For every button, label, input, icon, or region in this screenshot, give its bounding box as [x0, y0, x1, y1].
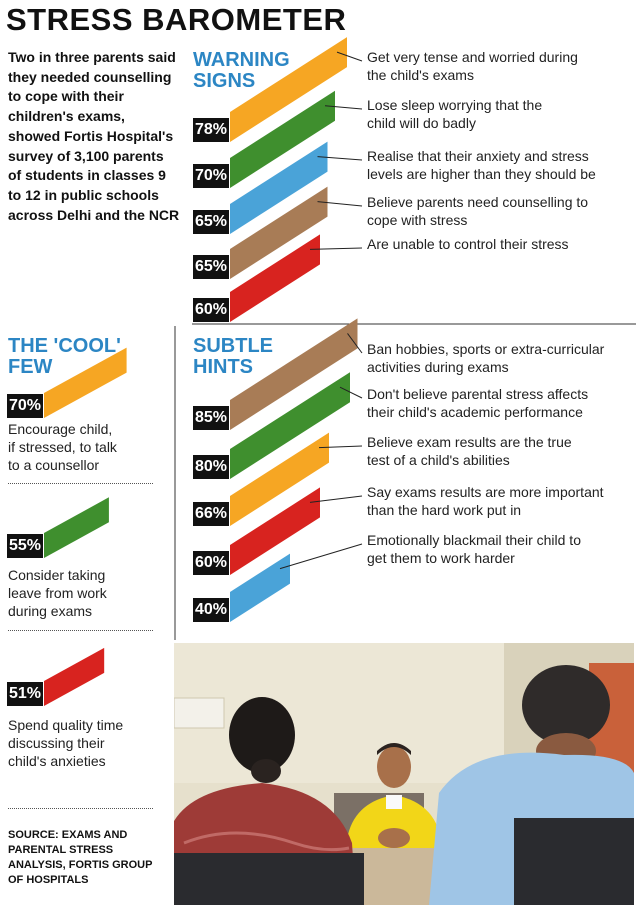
subtle-heading-line-1: SUBTLE	[193, 335, 273, 357]
hints-label: Emotionally blackmail their child to get …	[367, 531, 581, 567]
cool-label-line: Consider taking	[8, 567, 106, 583]
hints-value-badge: 85%	[193, 406, 229, 430]
page-title: STRESS BAROMETER	[6, 2, 347, 37]
warning-label-line: Lose sleep worrying that the	[367, 97, 543, 113]
cool-label-line: during exams	[8, 603, 93, 619]
hints-label: Don't believe parental stress affects the…	[367, 385, 588, 421]
hints-label-line: Ban hobbies, sports or extra-curricular	[367, 341, 605, 357]
warning-label-line: Get very tense and worried during	[367, 49, 578, 65]
cool-label-line: leave from work	[8, 585, 107, 601]
cool-bar	[44, 497, 109, 558]
warning-label-line: Realise that their anxiety and stress	[367, 148, 589, 164]
hints-label-line: Believe exam results are the true	[367, 434, 572, 450]
hints-label-line: their child's academic performance	[367, 404, 583, 420]
warning-heading-line-2: SIGNS	[193, 70, 256, 92]
cool-label-line: Spend quality time	[8, 717, 124, 733]
warning-bar	[230, 37, 347, 143]
intro-text: Two in three parents said they needed co…	[8, 49, 180, 223]
warning-connector-line	[317, 156, 363, 161]
warning-bar	[230, 141, 328, 234]
cool-label: Encourage child, if stressed, to talk to a…	[8, 420, 148, 474]
cool-value-badge: 51%	[7, 682, 43, 706]
hints-value-badge: 80%	[193, 455, 229, 479]
counselling-photo	[174, 643, 634, 905]
hints-label-line: Emotionally blackmail their child to	[367, 532, 581, 548]
source-note: SOURCE: EXAMS AND PARENTAL STRESS ANALYS…	[8, 829, 153, 886]
cool-heading-line-1: THE 'COOL'	[8, 335, 121, 357]
cool-label-line: discussing their	[8, 735, 105, 751]
cool-bar	[44, 347, 127, 418]
hints-label: Believe exam results are the true test of…	[367, 433, 572, 469]
hints-label-line: than the hard work put in	[367, 502, 522, 518]
warning-label: Believe parents need counselling to cope …	[367, 193, 588, 229]
cool-divider-1	[8, 483, 153, 484]
warning-value-badge: 78%	[193, 118, 229, 142]
hints-label-line: get them to work harder	[367, 550, 515, 566]
warning-label-line: Are unable to control their stress	[367, 236, 569, 252]
hints-connector-line	[318, 445, 363, 449]
cool-label: Consider taking leave from work during exa…	[8, 566, 148, 620]
warning-connector-line	[336, 51, 363, 62]
hints-label: Ban hobbies, sports or extra-curricular a…	[367, 340, 604, 376]
cool-few-heading: THE 'COOL' FEW	[8, 336, 121, 378]
counselling-photo-illustration	[174, 643, 634, 905]
warning-label-line: cope with stress	[367, 212, 468, 228]
cool-label-line: child's anxieties	[8, 753, 106, 769]
cool-divider-3	[8, 808, 153, 809]
cool-label-line: Encourage child,	[8, 421, 113, 437]
warning-connector-line	[324, 105, 363, 110]
hints-value-badge: 66%	[193, 502, 229, 526]
hints-bar	[230, 487, 320, 575]
hints-connector-line	[339, 386, 363, 399]
cool-value-badge: 55%	[7, 534, 43, 558]
subtle-hints-heading: SUBTLE HINTS	[193, 336, 273, 378]
warning-heading-line-1: WARNING	[193, 49, 290, 71]
warning-value-badge: 65%	[193, 255, 229, 279]
warning-signs-heading: WARNING SIGNS	[193, 50, 290, 92]
warning-connector-line	[317, 201, 363, 207]
cool-divider-2	[8, 630, 153, 631]
hints-bar	[230, 372, 350, 479]
hints-bar	[230, 432, 329, 526]
subtle-heading-line-2: HINTS	[193, 356, 253, 378]
hints-label: Say exams results are more important than…	[367, 483, 604, 519]
hints-label-line: Don't believe parental stress affects	[367, 386, 589, 402]
warning-label: Lose sleep worrying that the child will d…	[367, 96, 542, 132]
hints-bar	[230, 318, 358, 430]
bars-layer	[44, 37, 363, 706]
cool-label-line: to a counsellor	[8, 457, 100, 473]
cool-label-line: if stressed, to talk	[8, 439, 117, 455]
warning-bar	[230, 90, 335, 188]
hints-value-badge: 60%	[193, 551, 229, 575]
warning-label: Get very tense and worried during the chi…	[367, 48, 578, 84]
hints-label-line: test of a child's abilities	[367, 452, 510, 468]
hints-connector-line	[309, 495, 363, 503]
warning-value-badge: 60%	[193, 298, 229, 322]
warning-label-line: Believe parents need counselling to	[367, 194, 589, 210]
cool-heading-line-2: FEW	[8, 356, 53, 378]
hints-connector-line	[347, 333, 363, 354]
warning-value-badge: 65%	[193, 210, 229, 234]
warning-label: Are unable to control their stress	[367, 235, 569, 253]
warning-label: Realise that their anxiety and stress lev…	[367, 147, 596, 183]
cool-bar	[44, 647, 105, 706]
warning-bar	[230, 234, 320, 322]
warning-label-line: the child's exams	[367, 67, 474, 83]
warning-label-line: child will do badly	[367, 115, 476, 131]
warning-label-line: levels are higher than they should be	[367, 166, 596, 182]
warning-connector-line	[309, 247, 363, 250]
hints-value-badge: 40%	[193, 598, 229, 622]
hints-label-line: Say exams results are more important	[367, 484, 604, 500]
hints-label-line: activities during exams	[367, 359, 509, 375]
cool-label: Spend quality time discussing their child'…	[8, 716, 148, 770]
hints-bar	[230, 553, 290, 622]
warning-bar	[230, 186, 328, 279]
cool-value-badge: 70%	[7, 394, 43, 418]
hints-connector-line	[279, 543, 363, 570]
warning-value-badge: 70%	[193, 164, 229, 188]
